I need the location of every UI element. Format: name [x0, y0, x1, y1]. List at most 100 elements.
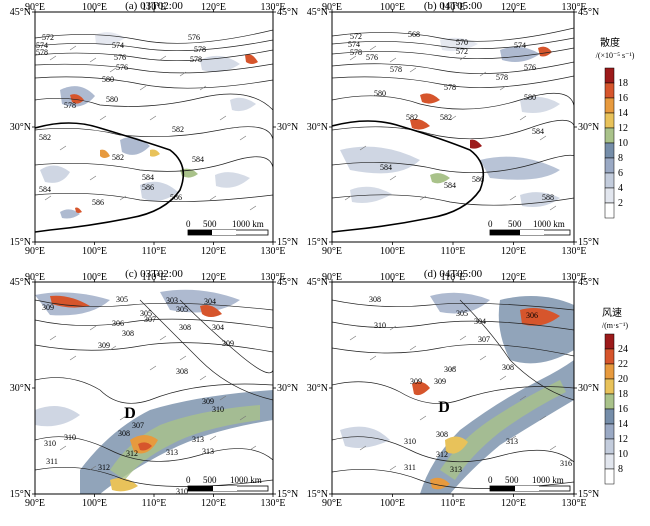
contour-label: 310 [404, 437, 416, 446]
contour-label: 308 [436, 430, 448, 439]
y-tick-label-left: 30°N [307, 122, 328, 133]
contour-label: 311 [46, 457, 58, 466]
contour-label: 308 [118, 429, 130, 438]
legend-tick-label: 8 [618, 153, 623, 164]
contour-label: 305 [176, 305, 188, 314]
y-tick-label-left: 45°N [307, 7, 328, 18]
contour-label: 310 [44, 439, 56, 448]
y-tick-label-right: 30°N [277, 122, 298, 133]
legend-swatch [604, 378, 615, 395]
legend-swatch [604, 157, 615, 174]
panel-d: 308 305 304 310 306 307 308 308 309 309 308 313 310 3… [331, 268, 575, 495]
y-tick-label-left: 45°N [10, 277, 31, 288]
plateau-boundary [332, 120, 485, 233]
x-tick-label: 110°E [142, 246, 167, 257]
contour-label: 308 [176, 367, 188, 376]
contour-label: 310 [176, 487, 188, 496]
legend-swatch [604, 363, 615, 380]
contour-label: 313 [450, 465, 462, 474]
panel-b-title: (b) 04T05:00 [424, 0, 483, 12]
x-tick-label-top: 100°E [380, 272, 405, 283]
panel-a: 5725745785745765765785765785805805825825… [34, 0, 274, 243]
contour-label: 572 [350, 32, 362, 41]
legend-tick-label: 4 [618, 183, 623, 194]
contour-label: 588 [542, 193, 554, 202]
contour-labels: 308 305 304 310 306 307 308 308 309 309 308 313 310 3… [369, 295, 572, 474]
x-tick-label-top: 90°E [322, 2, 342, 13]
panel-a-map: 5725745785745765765785765785805805825825… [35, 12, 273, 242]
legend-tick-label: 14 [618, 108, 628, 119]
y-tick-label-left: 30°N [10, 383, 31, 394]
contour-label: 309 [42, 303, 54, 312]
contour-label: 308 [369, 295, 381, 304]
contour-label: 574 [112, 41, 124, 50]
contour-labels: 5725745785745765765785765785805805825825… [36, 33, 206, 207]
x-tick-label: 130°E [260, 246, 285, 257]
contour-label: 576 [188, 33, 200, 42]
x-tick-label-top: 100°E [82, 2, 107, 13]
legend-swatch [604, 187, 615, 204]
legend-tick-label: 18 [618, 78, 628, 89]
contour-label: 305 [456, 309, 468, 318]
x-tick-label-top: 90°E [25, 2, 45, 13]
x-tick-label: 130°E [561, 498, 586, 509]
x-tick-label: 90°E [322, 498, 342, 509]
contour-label: 312 [98, 463, 110, 472]
contour-label: 308 [444, 365, 456, 374]
legend-tick-label: 14 [618, 419, 628, 430]
y-tick-label-right: 15°N [277, 489, 298, 500]
y-tick-label-right: 30°N [277, 383, 298, 394]
contour-label: 578 [444, 83, 456, 92]
x-tick-label: 100°E [82, 498, 107, 509]
x-tick-label-top: 110°E [142, 2, 167, 13]
x-tick-label: 130°E [260, 498, 285, 509]
y-tick-label-left: 30°N [10, 122, 31, 133]
legend-swatch [604, 127, 615, 144]
contour-label: 578 [36, 48, 48, 57]
legend-swatch [604, 423, 615, 440]
legend-swatch [604, 172, 615, 189]
x-tick-label-top: 130°E [260, 2, 285, 13]
wind-speed-legend: 风速 /(m·s⁻¹) 24 22 20 18 16 14 12 10 8 [602, 307, 628, 485]
contour-label: 582 [172, 125, 184, 134]
x-tick-label-top: 90°E [322, 272, 342, 283]
legend-tick-label: 10 [618, 449, 628, 460]
legend-swatch [604, 67, 615, 84]
contour-label: 574 [348, 40, 360, 49]
contour-label: 305 [140, 309, 152, 318]
contour-label: 305 [116, 295, 128, 304]
y-tick-label-left: 45°N [10, 7, 31, 18]
contour-label: 580 [374, 89, 386, 98]
contour-label: 316 [560, 459, 572, 468]
divergence-legend-units: /(×10⁻⁵ s⁻¹) [596, 51, 635, 60]
contour-label: 578 [350, 48, 362, 57]
y-tick-label-left: 45°N [307, 277, 328, 288]
panel-d-map: 308 305 304 310 306 307 308 308 309 309 308 313 310 3… [332, 282, 574, 494]
contour-label: 576 [366, 53, 378, 62]
x-tick-label: 90°E [25, 498, 45, 509]
contour-label: 572 [456, 47, 468, 56]
contour-label: 582 [112, 153, 124, 162]
panel-a-title: (a) 03T02:00 [125, 0, 183, 12]
scale-label-0: 0 [488, 219, 493, 229]
contour-label: 313 [166, 448, 178, 457]
x-tick-label: 120°E [501, 498, 526, 509]
scale-label-1000: 1000 km [533, 219, 565, 229]
contour-label: 309 [222, 339, 234, 348]
low-center-label: D [124, 405, 136, 422]
y-tick-label-left: 15°N [307, 489, 328, 500]
contour-label: 578 [390, 65, 402, 74]
height-contours [332, 27, 574, 206]
legend-tick-label: 12 [618, 123, 628, 134]
legend-tick-label: 10 [618, 138, 628, 149]
contour-label: 578 [190, 55, 202, 64]
legend-tick-label: 22 [618, 359, 628, 370]
y-tick-label-left: 30°N [307, 383, 328, 394]
contour-label: 309 [434, 377, 446, 386]
x-tick-label-top: 100°E [82, 272, 107, 283]
x-tick-label-top: 120°E [501, 272, 526, 283]
contour-label: 582 [440, 113, 452, 122]
contour-label: 313 [506, 437, 518, 446]
